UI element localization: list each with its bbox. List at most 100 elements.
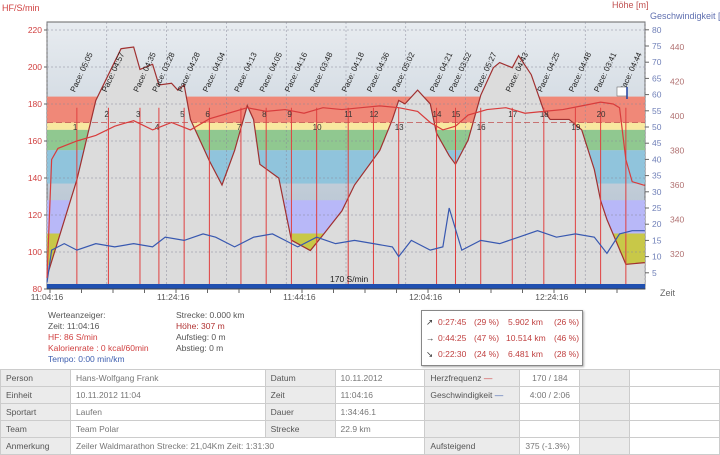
lap-number-label: 5 (180, 110, 185, 119)
speed-tick-label: 20 (652, 219, 662, 229)
value-readout: Werteanzeiger: Zeit: 11:04:16 HF: 86 S/m… (48, 310, 149, 365)
empty-cell (579, 386, 631, 404)
slope-dist-pct: (46 %) (554, 333, 580, 343)
label-distance: Strecke (264, 420, 336, 438)
table-row: Person Hans-Wolfgang Frank Datum 10.11.2012… (0, 369, 720, 387)
readout-time: Zeit: 11:04:16 (48, 321, 100, 331)
value-team: Team Polar (69, 420, 266, 438)
value-unit: 10.11.2012 11:04 (69, 386, 266, 404)
lap-number-label: 18 (540, 110, 549, 119)
lap-number-label: 12 (369, 110, 378, 119)
slope-dist: 6.481 km (508, 349, 543, 359)
speed-tick-label: 60 (652, 90, 662, 100)
readout-ascent: Aufstieg: 0 m (176, 332, 226, 342)
speed-tick-label: 40 (652, 154, 662, 164)
value-speed: 4:00 / 2:06 (519, 386, 581, 404)
table-row: Sportart Laufen Dauer 1:34:46.1 (0, 403, 720, 421)
time-tick-label: 12:04:16 (409, 292, 442, 302)
value-readout-2: Strecke: 0.000 km Höhe: 307 m Aufstieg: … (176, 310, 245, 354)
label-team: Team (0, 420, 71, 438)
readout-tempo: Tempo: 0:00 min/km (48, 354, 125, 364)
speed-tick-label: 15 (652, 235, 662, 245)
lap-number-label: 14 (433, 110, 442, 119)
readout-descent: Abstieg: 0 m (176, 343, 224, 353)
downhill-icon: ↘ (426, 349, 434, 359)
lap-number-label: 16 (477, 123, 486, 132)
value-duration: 1:34:46.1 (334, 403, 426, 421)
hr-tick-label: 120 (28, 210, 42, 220)
lap-number-label: 15 (451, 110, 460, 119)
lap-number-label: 13 (395, 123, 404, 132)
readout-altitude: Höhe: 307 m (176, 321, 225, 331)
speed-tick-label: 70 (652, 57, 662, 67)
slope-summary-box: ↗ 0:27:45 (29 %) 5.902 km (26 %) → 0:44:25 (47… (421, 310, 583, 366)
slope-dist-pct: (28 %) (554, 349, 580, 359)
lap-number-label: 9 (287, 110, 292, 119)
slope-time: 0:22:30 (438, 349, 467, 359)
hr-legend-line-icon: — (483, 373, 493, 383)
slope-dist: 5.902 km (508, 317, 543, 327)
speed-tick-label: 35 (652, 171, 662, 181)
hr-tick-label: 160 (28, 136, 42, 146)
label-date: Datum (264, 369, 336, 387)
altitude-tick-label: 420 (670, 77, 684, 87)
value-time: 11:04:16 (334, 386, 426, 404)
threshold-bar (47, 284, 645, 289)
slope-dist-pct: (26 %) (554, 317, 580, 327)
label-hr: Herzfrequenz — (424, 369, 521, 387)
slope-time-pct: (24 %) (474, 349, 500, 359)
label-note: Anmerkung (0, 437, 71, 455)
hr-tick-label: 180 (28, 99, 42, 109)
time-tick-label: 12:24:16 (535, 292, 568, 302)
empty-cell (519, 403, 581, 421)
flat-icon: → (426, 333, 435, 343)
altitude-tick-label: 440 (670, 42, 684, 52)
speed-tick-label: 30 (652, 187, 662, 197)
slope-row-uphill: ↗ 0:27:45 (29 %) 5.902 km (26 %) (422, 314, 582, 330)
time-tick-label: 11:04:16 (31, 292, 64, 302)
label-sport: Sportart (0, 403, 71, 421)
lap-number-label: 8 (262, 110, 267, 119)
speed-tick-label: 25 (652, 203, 662, 213)
speed-tick-label: 55 (652, 106, 662, 116)
empty-cell (579, 437, 631, 455)
time-tick-label: 11:44:16 (283, 292, 316, 302)
speed-tick-label: 10 (652, 252, 662, 262)
hr-tick-label: 80 (33, 284, 43, 294)
readout-calories: Kalorienrate : 0 kcal/60min (48, 343, 149, 353)
speed-legend-line-icon: — (494, 390, 504, 400)
speed-tick-label: 80 (652, 25, 662, 35)
altitude-axis-label: Höhe [m] (612, 0, 649, 10)
altitude-tick-label: 400 (670, 111, 684, 121)
altitude-tick-label: 380 (670, 146, 684, 156)
table-row: Einheit 10.11.2012 11:04 Zeit 11:04:16 Gesch… (0, 386, 720, 404)
label-ascending: Aufsteigend (424, 437, 521, 455)
hr-tick-label: 100 (28, 247, 42, 257)
empty-cell (424, 420, 521, 438)
hr-tick-label: 200 (28, 62, 42, 72)
speed-line (46, 207, 645, 283)
value-distance: 22.9 km (334, 420, 426, 438)
lap-number-label: 1 (73, 123, 78, 132)
slope-time: 0:27:45 (438, 317, 467, 327)
hr-label-text: Herzfrequenz (430, 373, 482, 383)
altitude-tick-label: 360 (670, 180, 684, 190)
slope-time-pct: (29 %) (474, 317, 500, 327)
empty-cell (629, 420, 720, 438)
slope-row-downhill: ↘ 0:22:30 (24 %) 6.481 km (28 %) (422, 346, 582, 362)
empty-cell (579, 369, 631, 387)
lap-number-label: 19 (571, 123, 580, 132)
time-axis-label: Zeit (660, 288, 676, 298)
altitude-tick-label: 320 (670, 249, 684, 259)
empty-cell (579, 420, 631, 438)
session-info-table: Person Hans-Wolfgang Frank Datum 10.11.2012… (0, 369, 720, 455)
readout-title: Werteanzeiger: (48, 310, 106, 320)
hr-axis-label: HF/S/min (2, 3, 40, 13)
table-row: Anmerkung Zeiler Waldmarathon Strecke: 21… (0, 437, 720, 455)
heart-rate-line (46, 101, 645, 278)
time-tick-label: 11:24:16 (157, 292, 190, 302)
finish-flag-icon (616, 86, 628, 97)
empty-cell (629, 386, 720, 404)
value-hr: 170 / 184 (519, 369, 581, 387)
